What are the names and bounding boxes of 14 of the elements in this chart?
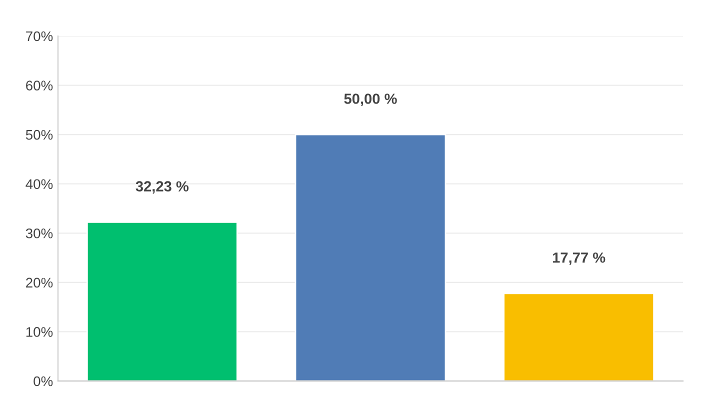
y-tick-label: 40%	[26, 179, 53, 190]
y-tick-label: 30%	[26, 228, 53, 238]
bar	[86, 221, 238, 381]
y-tick-label: 0%	[34, 376, 53, 386]
data-label: 32,23 %	[136, 181, 189, 194]
y-tick-label: 20%	[26, 278, 53, 288]
y-tick-label: 50%	[26, 130, 53, 140]
data-label: 50,00 %	[344, 94, 397, 106]
data-label: 17,77 %	[552, 252, 606, 265]
bar	[294, 134, 446, 381]
y-tick-label: 60%	[26, 80, 53, 90]
y-tick-label: 10%	[26, 327, 53, 337]
y-tick-label: 70%	[26, 31, 53, 42]
bar	[503, 292, 655, 381]
